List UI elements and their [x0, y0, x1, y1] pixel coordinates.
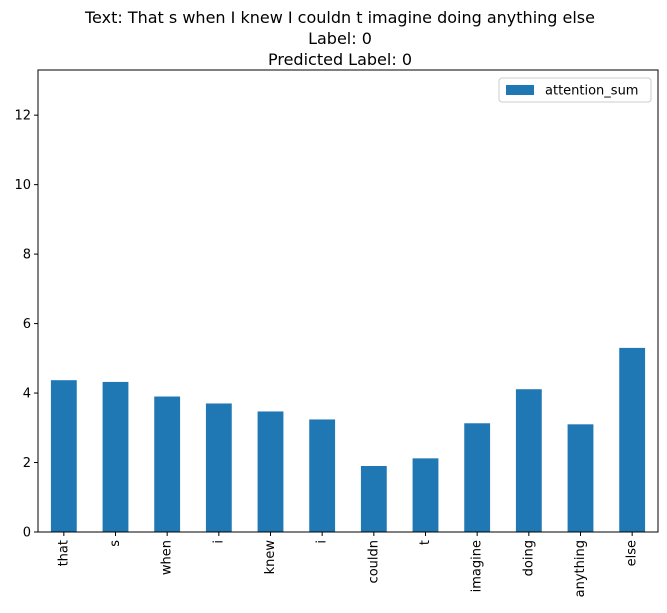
bar-that-0 [50, 380, 77, 532]
x-tick-label: anything [573, 540, 588, 597]
bar-imagine-8 [464, 423, 491, 532]
x-tick-label: couldn [366, 540, 381, 583]
bar-i-3 [205, 403, 232, 532]
bar-doing-9 [515, 389, 542, 532]
bar-i-5 [309, 419, 336, 532]
y-tick-label: 10 [14, 178, 31, 193]
y-tick-label: 8 [23, 248, 31, 263]
bar-when-2 [154, 396, 181, 532]
bar-s-1 [102, 381, 129, 532]
x-axis: that s when i knew i couldn t imagine doing anythi… [56, 532, 640, 597]
bar-knew-4 [257, 411, 284, 532]
y-tick-label: 4 [23, 387, 31, 402]
bars-layer [50, 347, 646, 532]
legend: attention_sum [498, 77, 652, 103]
x-tick-label: i [211, 540, 226, 544]
chart-title-line-3: Predicted Label: 0 [267, 50, 412, 69]
plot-frame [37, 69, 659, 533]
x-tick-label: imagine [470, 540, 485, 592]
x-tick-label: doing [521, 540, 536, 576]
chart-title-line-2: Label: 0 [308, 29, 372, 48]
x-tick-label: s [108, 540, 123, 547]
x-tick-label: else [625, 540, 640, 566]
legend-swatch [506, 85, 534, 95]
chart-title-line-1: Text: That s when I knew I couldn t imag… [85, 8, 595, 27]
x-tick-label: t [418, 540, 433, 545]
legend-label: attention_sum [545, 84, 638, 99]
x-tick-label: that [56, 540, 71, 566]
x-tick-label: i [315, 540, 330, 544]
y-tick-label: 6 [23, 317, 31, 332]
bar-else-11 [619, 347, 646, 532]
y-tick-label: 0 [23, 526, 31, 541]
y-axis: 0 2 4 6 8 10 12 [14, 109, 38, 541]
x-tick-label: knew [263, 540, 278, 575]
y-tick-label: 12 [14, 109, 31, 124]
bar-t-7 [412, 458, 439, 532]
legend-box [498, 77, 652, 103]
bar-anything-10 [567, 424, 594, 532]
bar-couldn-6 [360, 466, 387, 532]
x-tick-label: when [160, 540, 175, 575]
y-tick-label: 2 [23, 456, 31, 471]
